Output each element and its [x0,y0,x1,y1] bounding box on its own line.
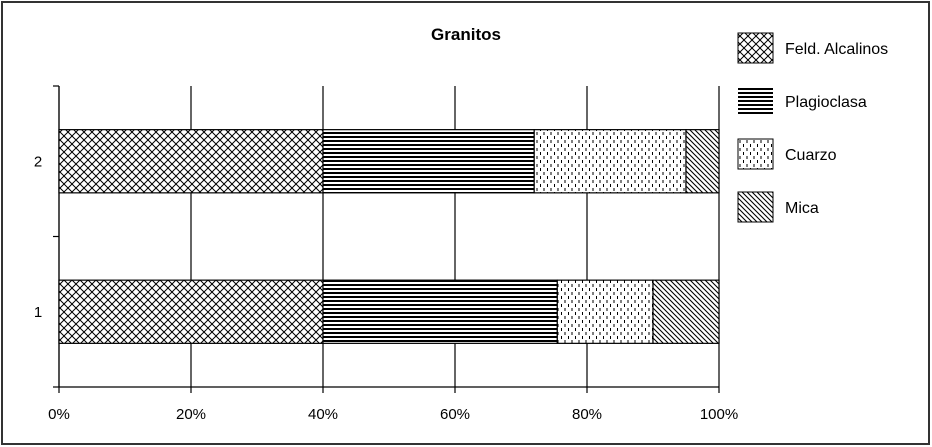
legend-swatch [737,191,774,223]
legend-swatch [737,138,774,170]
y-tick-label: 2 [34,153,42,170]
x-tick-label: 20% [176,406,206,423]
legend-swatch [738,86,773,116]
x-tick-label: 100% [700,406,738,423]
bar-segment [685,129,720,194]
x-tick-label: 60% [440,406,470,423]
chart-title: Granitos [431,25,501,44]
x-tick-label: 0% [48,406,70,423]
legend-label: Cuarzo [785,147,837,164]
legend-swatch [737,32,774,64]
bar-segment [556,279,654,344]
plot-area: 0% 20% 40% 60% 80% 100% 1 2 [34,85,738,423]
legend-label: Plagioclasa [785,94,867,111]
bar-segment [58,279,324,344]
x-tick-label: 80% [572,406,602,423]
bar-segment [322,279,558,344]
bar-segment [652,279,720,344]
bar-segment [533,129,687,194]
bar-segment [58,129,324,194]
y-tick-label: 1 [34,304,42,321]
legend-label: Mica [785,200,819,217]
bar-segment [322,129,535,194]
x-tick-label: 40% [308,406,338,423]
legend: Feld. Alcalinos Plagioclasa Cuarzo Mica [737,32,888,223]
legend-label: Feld. Alcalinos [785,41,888,58]
